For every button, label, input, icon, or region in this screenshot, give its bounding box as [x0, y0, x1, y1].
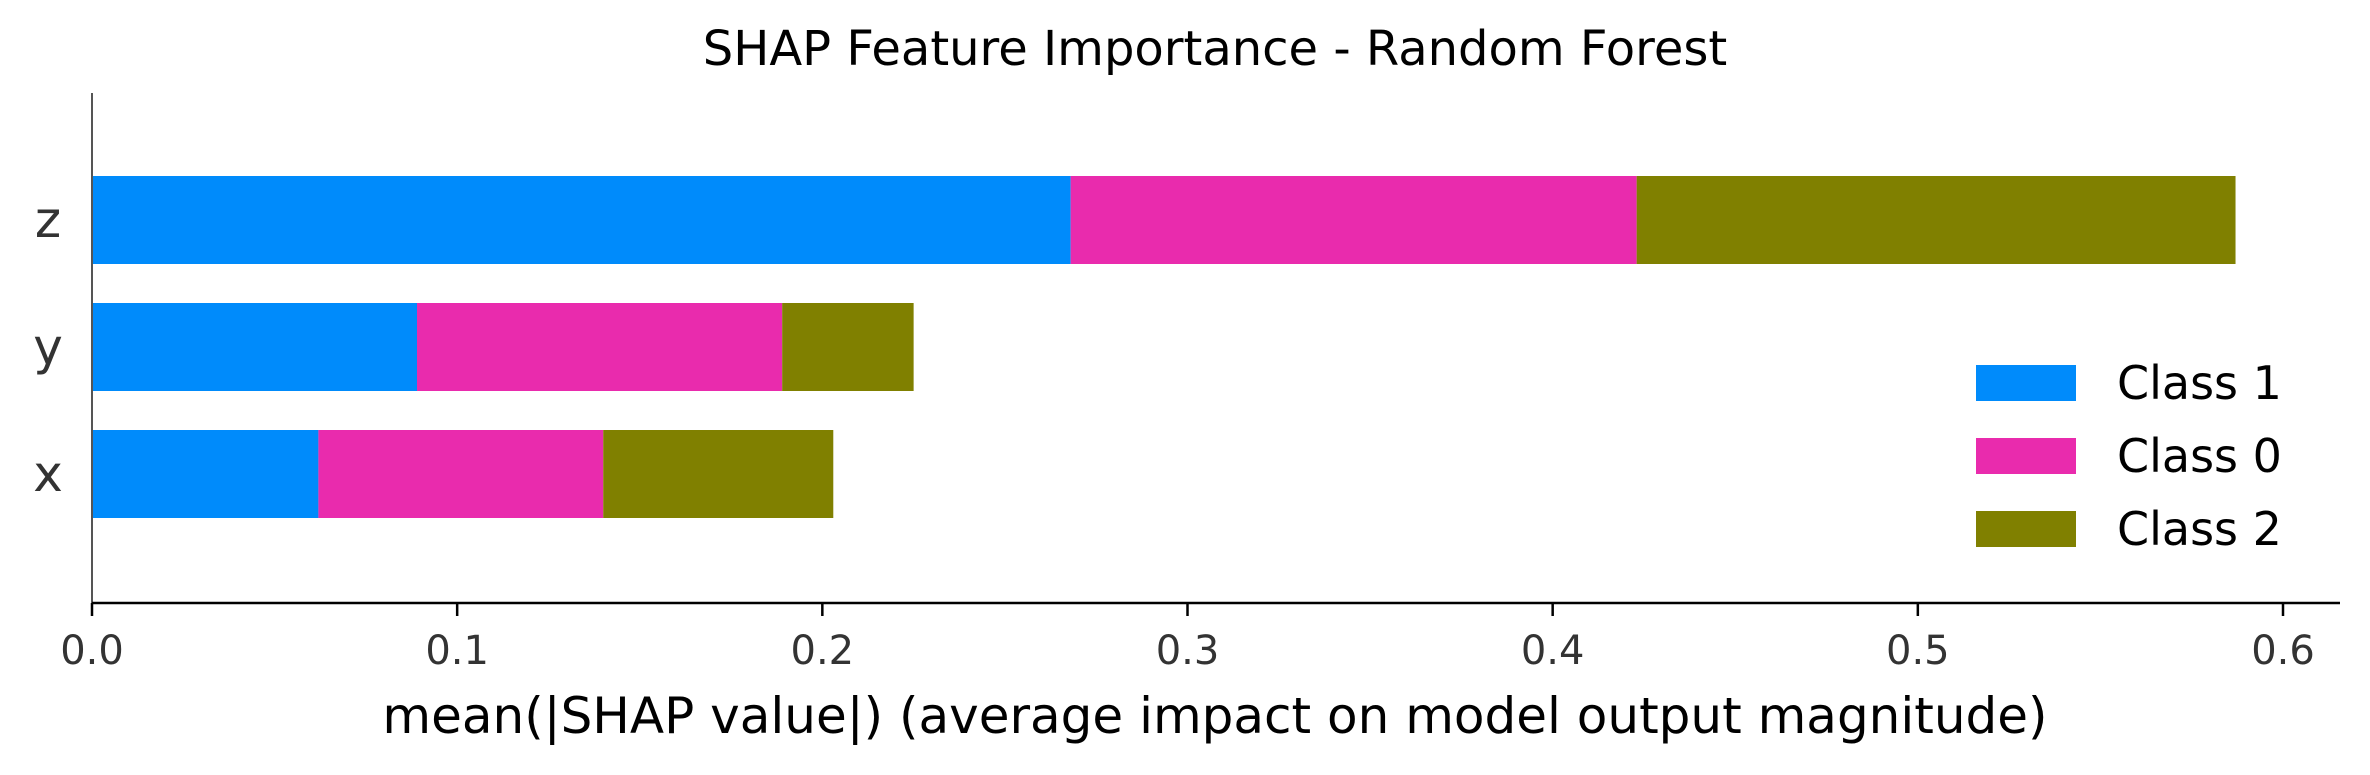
y-tick-label-y: y — [33, 318, 63, 376]
legend-swatch-class-1 — [1976, 365, 2076, 401]
bar-x-class-2 — [603, 430, 834, 518]
y-tick-labels: z y x — [33, 191, 63, 503]
x-tick-label: 0.3 — [1156, 628, 1220, 674]
legend-swatch-class-2 — [1976, 511, 2076, 547]
bar-z-class-1 — [92, 176, 1071, 264]
x-axis-label: mean(|SHAP value|) (average impact on mo… — [382, 687, 2047, 745]
x-tick-label: 0.4 — [1521, 628, 1585, 674]
x-tick-label: 0.0 — [60, 628, 124, 674]
legend-label-class-2: Class 2 — [2117, 502, 2282, 556]
legend: Class 1 Class 0 Class 2 — [1976, 356, 2282, 556]
chart-title: SHAP Feature Importance - Random Forest — [703, 21, 1727, 77]
bar-z-class-2 — [1636, 176, 2236, 264]
x-tick-label: 0.5 — [1886, 628, 1950, 674]
x-tick-label: 0.6 — [2251, 628, 2315, 674]
bar-x-class-1 — [92, 430, 319, 518]
legend-label-class-1: Class 1 — [2117, 356, 2282, 410]
bar-y-class-1 — [92, 303, 417, 391]
bar-y-class-0 — [416, 303, 783, 391]
bar-z-class-0 — [1070, 176, 1637, 264]
x-tick-labels: 0.0 0.1 0.2 0.3 0.4 0.5 0.6 — [60, 603, 2315, 674]
legend-swatch-class-0 — [1976, 438, 2076, 474]
bar-x-class-0 — [318, 430, 604, 518]
bar-y-class-2 — [782, 303, 914, 391]
bars-group — [92, 176, 2236, 518]
y-tick-label-x: x — [33, 445, 63, 503]
y-tick-label-z: z — [35, 191, 61, 249]
x-tick-label: 0.1 — [425, 628, 489, 674]
x-tick-label: 0.2 — [791, 628, 855, 674]
legend-label-class-0: Class 0 — [2117, 429, 2282, 483]
